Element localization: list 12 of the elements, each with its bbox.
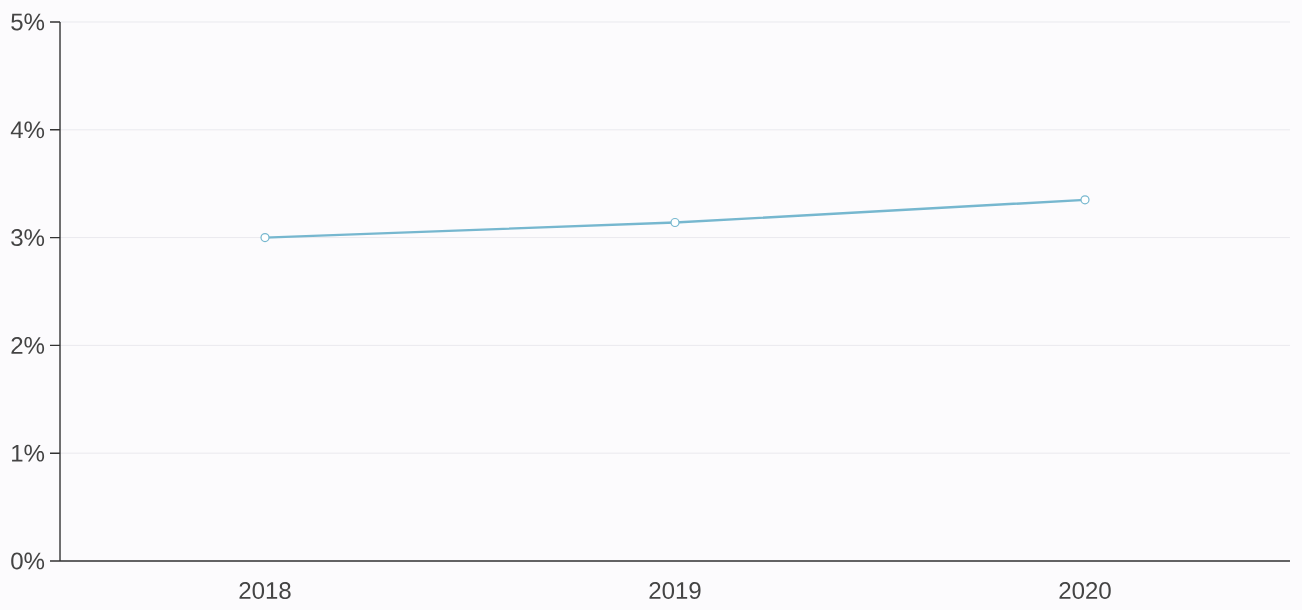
point <box>670 217 680 228</box>
y-tick-label: 5% <box>11 13 45 31</box>
point <box>260 232 270 243</box>
x-tick-label: 2020 <box>1059 582 1111 600</box>
y-tick-label: 0% <box>11 552 45 570</box>
x-tick-label: 2018 <box>239 582 291 600</box>
y-tick-label: 2% <box>11 336 45 354</box>
y-tick-label: 4% <box>10 121 45 139</box>
point <box>1080 195 1090 205</box>
y-tick-label: 3% <box>11 229 45 247</box>
x-tick-label: 2019 <box>649 582 701 600</box>
y-tick-label: 1% <box>12 444 45 462</box>
